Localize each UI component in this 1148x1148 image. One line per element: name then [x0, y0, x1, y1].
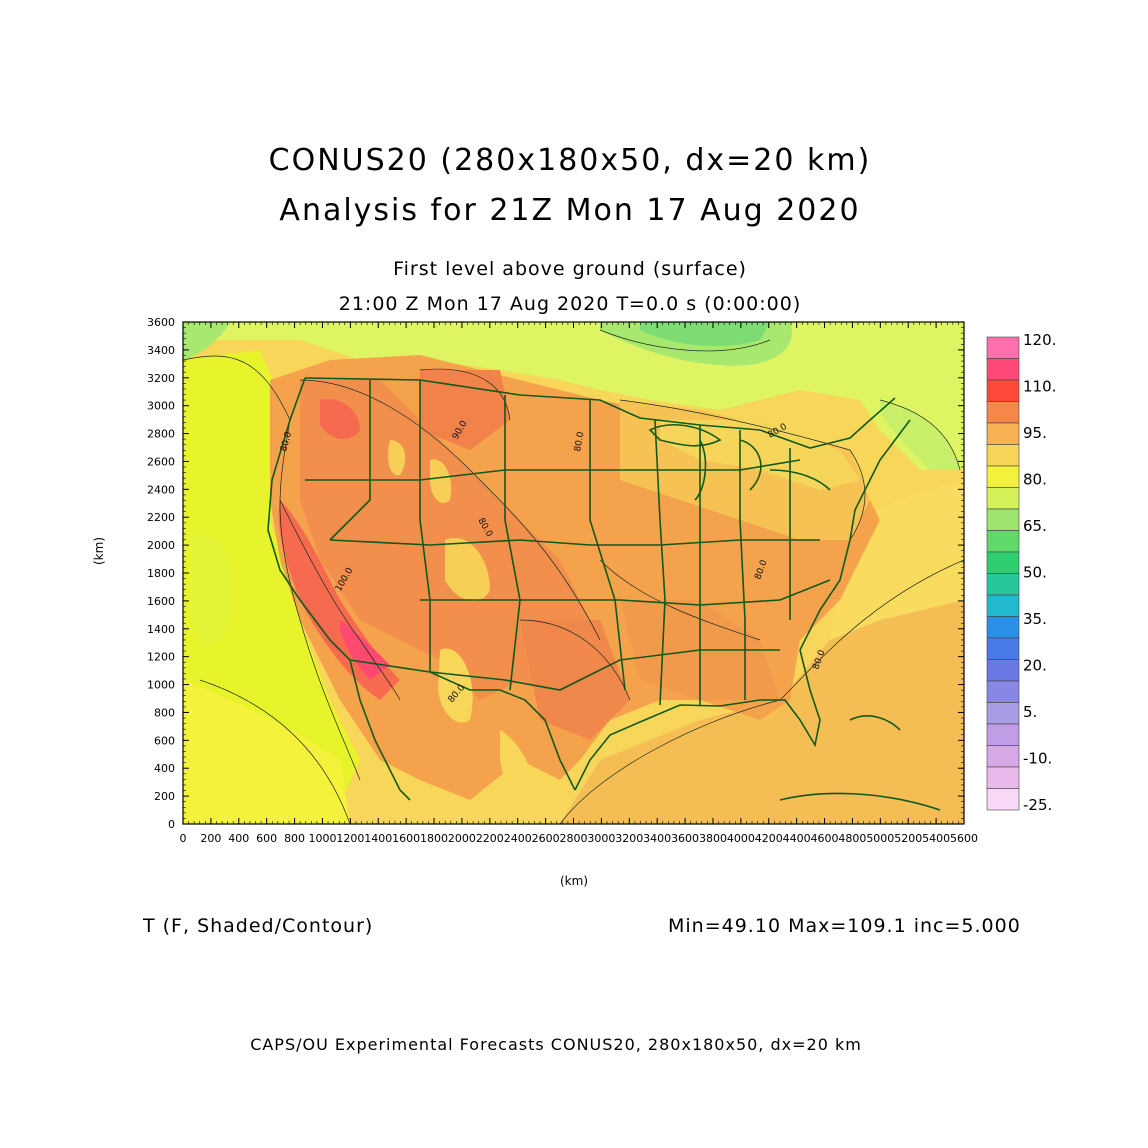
y-axis-ticks: 0 200 400 600 800 1000 1200 1400 1600 1800 2000 220… — [147, 316, 964, 831]
y-tick-label: 2800 — [147, 428, 175, 441]
plot-title-line-2: Analysis for 21Z Mon 17 Aug 2020 — [279, 193, 861, 228]
color-bar-swatch — [986, 702, 1020, 725]
y-tick-label: 1800 — [147, 567, 175, 580]
y-tick-label: 1200 — [147, 651, 175, 664]
x-tick-label: 3200 — [615, 832, 643, 845]
x-axis-ticks: 0 200 400 600 800 1000 1200 1400 1600 1800 2000 220… — [180, 322, 978, 845]
color-bar-label: 80. — [1023, 471, 1047, 489]
x-tick-label: 5600 — [950, 832, 978, 845]
y-tick-label: 2600 — [147, 455, 175, 468]
color-bar-swatch — [986, 508, 1020, 531]
x-tick-label: 2400 — [504, 832, 532, 845]
x-tick-label: 3000 — [587, 832, 615, 845]
x-tick-label: 4600 — [811, 832, 839, 845]
x-tick-label: 1000 — [308, 832, 336, 845]
y-tick-label: 2200 — [147, 511, 175, 524]
color-bar-swatch — [986, 551, 1020, 574]
color-bar-swatch — [986, 487, 1020, 510]
color-bar-swatch — [986, 379, 1020, 402]
color-bar-swatch — [986, 766, 1020, 789]
color-bar-swatch — [986, 659, 1020, 682]
x-tick-label: 4000 — [727, 832, 755, 845]
x-tick-label: 1600 — [392, 832, 420, 845]
color-bar-swatch — [986, 530, 1020, 553]
x-tick-label: 2000 — [448, 832, 476, 845]
x-tick-label: 4800 — [838, 832, 866, 845]
color-bar-label: 5. — [1023, 703, 1037, 721]
color-bar-label: 120. — [1023, 331, 1056, 349]
color-bar-swatch — [986, 788, 1020, 811]
y-tick-label: 1600 — [147, 595, 175, 608]
field-stats: Min=49.10 Max=109.1 inc=5.000 — [668, 915, 1021, 937]
x-tick-label: 2200 — [476, 832, 504, 845]
color-bar-swatch — [986, 422, 1020, 445]
x-tick-label: 3400 — [643, 832, 671, 845]
y-tick-label: 600 — [154, 734, 175, 747]
y-tick-label: 2400 — [147, 483, 175, 496]
x-tick-label: 2600 — [532, 832, 560, 845]
variable-label: T (F, Shaded/Contour) — [143, 915, 374, 937]
color-bar: 120. 110. 95. 80. 65. 50. 35. 20. 5. -10. -25. — [986, 331, 1056, 814]
x-tick-label: 5000 — [866, 832, 894, 845]
state-boundaries — [267, 377, 941, 811]
y-tick-label: 1000 — [147, 679, 175, 692]
color-bar-swatch — [986, 401, 1020, 424]
color-bar-label: -10. — [1023, 750, 1052, 768]
y-tick-label: 3000 — [147, 400, 175, 413]
x-tick-label: 2800 — [560, 832, 588, 845]
shaded-temperature-field — [183, 322, 964, 824]
x-tick-label: 4400 — [783, 832, 811, 845]
color-bar-swatch — [986, 745, 1020, 768]
x-tick-label: 200 — [200, 832, 221, 845]
y-tick-label: 800 — [154, 706, 175, 719]
x-tick-label: 3600 — [671, 832, 699, 845]
color-bar-swatch — [986, 680, 1020, 703]
color-bar-label: 110. — [1023, 378, 1056, 396]
color-bar-swatch — [986, 637, 1020, 660]
x-tick-label: 1200 — [336, 832, 364, 845]
y-tick-label: 3400 — [147, 344, 175, 357]
x-tick-label: 0 — [180, 832, 187, 845]
plot-subtitle-time: 21:00 Z Mon 17 Aug 2020 T=0.0 s (0:00:00… — [338, 293, 802, 315]
y-tick-label: 400 — [154, 762, 175, 775]
y-tick-label: 1400 — [147, 623, 175, 636]
color-bar-swatch — [986, 573, 1020, 596]
color-bar-label: 65. — [1023, 517, 1047, 535]
x-tick-label: 600 — [256, 832, 277, 845]
color-bar-label: 20. — [1023, 657, 1047, 675]
y-tick-label: 3200 — [147, 372, 175, 385]
color-bar-swatch — [986, 616, 1020, 639]
y-axis-label: (km) — [92, 536, 106, 565]
color-bar-swatch — [986, 594, 1020, 617]
temperature-contours — [183, 329, 964, 824]
color-bar-swatch — [986, 358, 1020, 381]
y-tick-label: 0 — [168, 818, 175, 831]
x-tick-label: 5400 — [922, 832, 950, 845]
y-tick-label: 200 — [154, 790, 175, 803]
footer-credit: CAPS/OU Experimental Forecasts CONUS20, … — [250, 1035, 862, 1054]
y-tick-label: 3600 — [147, 316, 175, 329]
x-tick-label: 4200 — [755, 832, 783, 845]
color-bar-label: -25. — [1023, 796, 1052, 814]
color-bar-swatch — [986, 723, 1020, 746]
color-bar-label: 50. — [1023, 564, 1047, 582]
x-tick-label: 5200 — [894, 832, 922, 845]
x-tick-label: 400 — [228, 832, 249, 845]
x-tick-label: 1400 — [364, 832, 392, 845]
color-bar-swatch — [986, 444, 1020, 467]
contour-label: 80.0 — [573, 431, 586, 453]
x-tick-label: 800 — [284, 832, 305, 845]
color-bar-swatch — [986, 465, 1020, 488]
plot-title-line-1: CONUS20 (280x180x50, dx=20 km) — [268, 143, 872, 178]
color-bar-label: 95. — [1023, 424, 1047, 442]
x-axis-label: (km) — [560, 874, 589, 888]
y-tick-label: 2000 — [147, 539, 175, 552]
x-tick-label: 1800 — [420, 832, 448, 845]
x-tick-label: 3800 — [699, 832, 727, 845]
plot-subtitle-level: First level above ground (surface) — [393, 258, 747, 280]
color-bar-label: 35. — [1023, 610, 1047, 628]
color-bar-swatch — [986, 336, 1020, 359]
